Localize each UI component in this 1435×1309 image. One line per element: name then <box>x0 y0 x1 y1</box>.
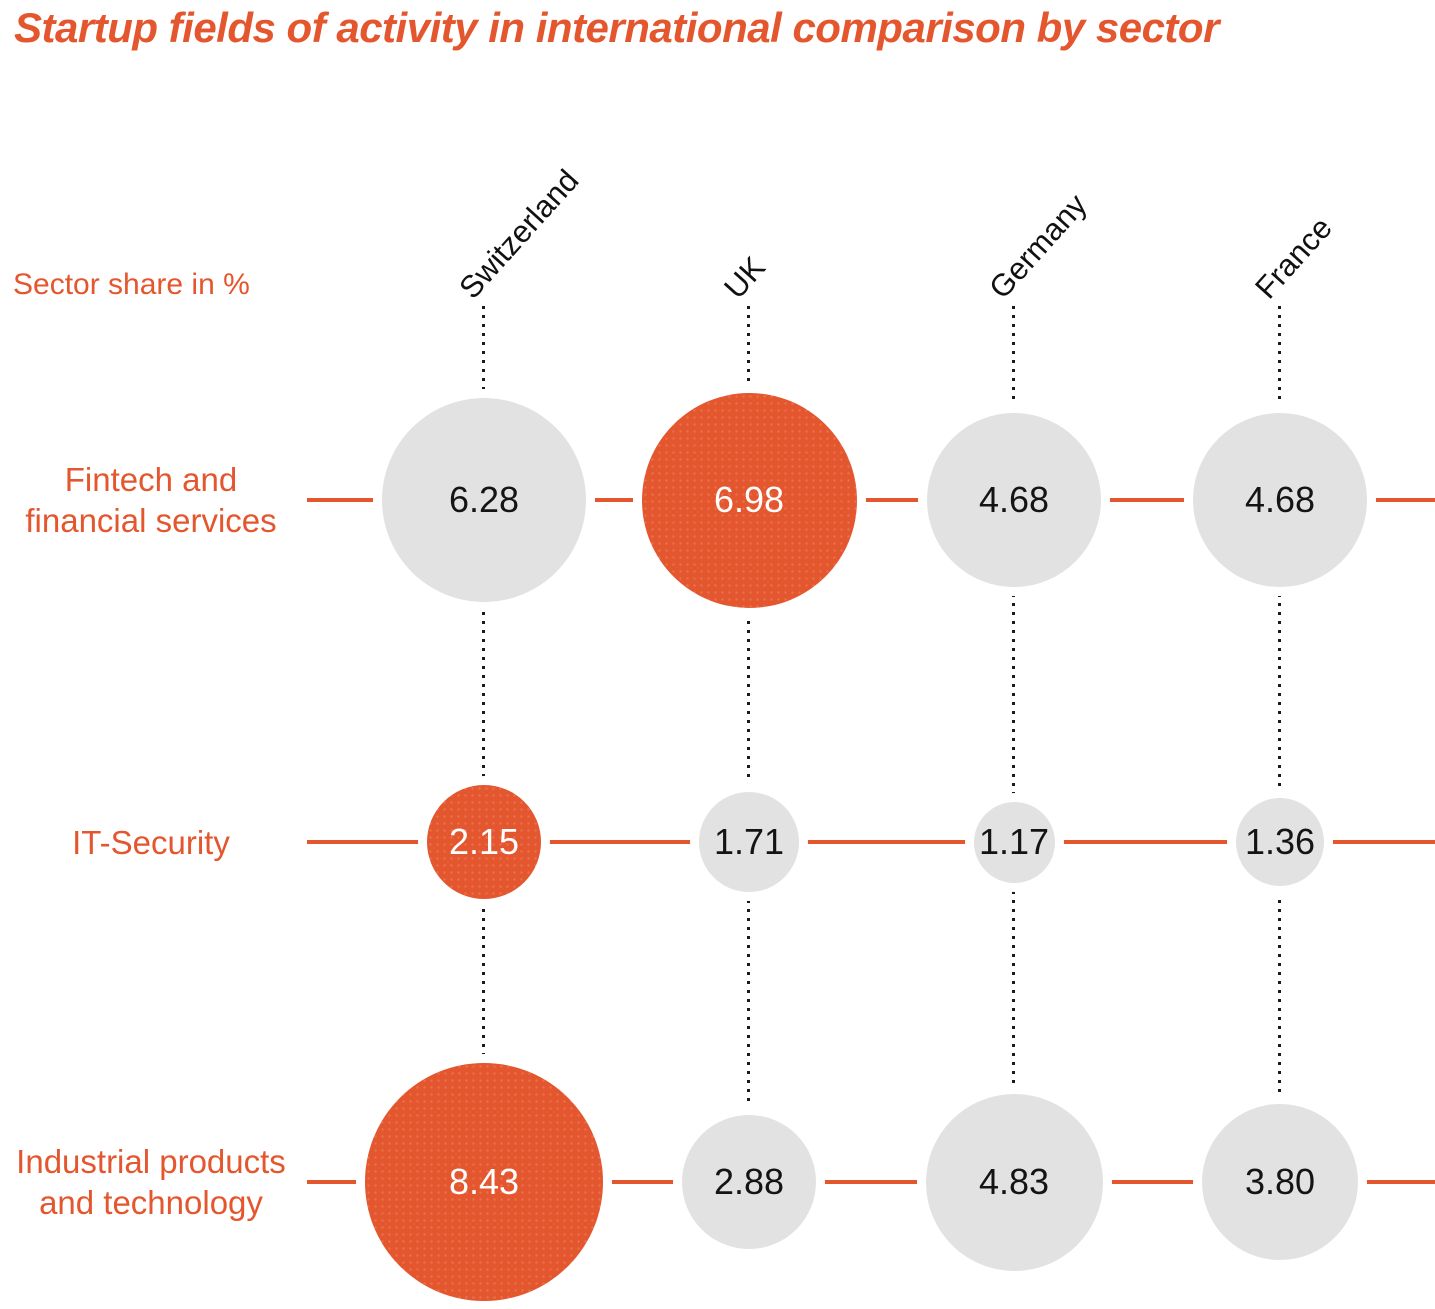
bubble-industrial-france: 3.80 <box>1202 1104 1358 1260</box>
column-guide-line <box>482 306 485 1184</box>
row-label-fintech: Fintech and financial services <box>0 459 302 541</box>
row-label-industrial: Industrial products and technology <box>0 1141 302 1223</box>
bubble-value: 8.43 <box>448 1161 520 1202</box>
column-header-switzerland: Switzerland <box>452 162 586 306</box>
row-label-it-security: IT-Security <box>0 822 302 863</box>
bubble-value: 3.80 <box>1244 1161 1316 1202</box>
column-header-france: France <box>1248 210 1339 306</box>
column-guide-line <box>747 306 750 1184</box>
row-label-line: financial services <box>25 502 277 539</box>
bubble-value: 6.98 <box>713 479 785 520</box>
column-header-germany: Germany <box>982 187 1094 306</box>
bubble-fintech-uk: 6.98 <box>641 392 857 608</box>
column-guide-line <box>1278 306 1281 1184</box>
bubble-itsecurity-france: 1.36 <box>1236 798 1324 886</box>
bubble-itsecurity-switzerland: 2.15 <box>427 785 541 899</box>
axis-unit-note: Sector share in % <box>13 268 250 301</box>
bubble-value: 1.17 <box>978 821 1050 862</box>
chart-title: Startup fields of activity in internatio… <box>14 4 1219 51</box>
bubble-value: 2.88 <box>713 1161 785 1202</box>
bubble-industrial-uk: 2.88 <box>682 1115 816 1249</box>
bubble-value: 2.15 <box>448 821 520 862</box>
bubble-value: 1.36 <box>1244 821 1316 862</box>
row-guide-line <box>307 498 1435 502</box>
row-label-line: Industrial products <box>16 1143 286 1180</box>
row-label-line: Fintech and <box>64 461 238 498</box>
bubble-value: 4.83 <box>978 1161 1050 1202</box>
row-label-line: and technology <box>39 1184 263 1221</box>
row-label-line: IT-Security <box>72 823 230 861</box>
bubble-fintech-france: 4.68 <box>1193 413 1367 587</box>
bubble-value: 4.68 <box>1244 479 1316 520</box>
bubble-industrial-switzerland: 8.43 <box>365 1063 603 1301</box>
column-header-uk: UK <box>717 249 773 306</box>
bubble-industrial-germany: 4.83 <box>925 1093 1103 1271</box>
bubble-value: 4.68 <box>978 479 1050 520</box>
bubble-itsecurity-germany: 1.17 <box>973 801 1055 883</box>
bubble-value: 1.71 <box>713 821 785 862</box>
row-guide-line <box>307 1180 1435 1184</box>
bubble-value: 6.28 <box>448 479 520 520</box>
row-guide-line <box>307 840 1435 844</box>
bubble-fintech-switzerland: 6.28 <box>382 398 586 602</box>
column-guide-line <box>1012 306 1015 1184</box>
bubble-itsecurity-uk: 1.71 <box>699 792 799 892</box>
bubble-fintech-germany: 4.68 <box>927 413 1101 587</box>
